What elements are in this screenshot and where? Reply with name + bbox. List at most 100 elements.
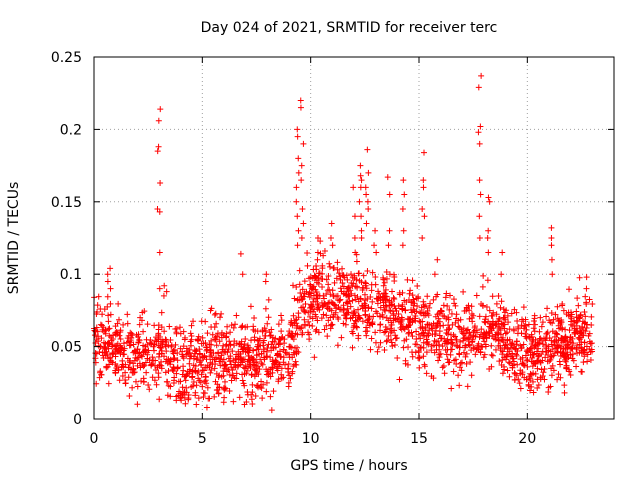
data-point <box>306 322 313 329</box>
data-point <box>254 382 261 389</box>
data-point <box>239 322 246 329</box>
data-point <box>286 354 293 361</box>
data-point <box>325 305 332 312</box>
data-point <box>554 303 561 310</box>
data-point <box>334 266 341 273</box>
data-point <box>425 341 432 348</box>
axis-ticks <box>93 56 614 420</box>
data-point <box>518 345 525 352</box>
data-point <box>442 346 449 353</box>
data-point <box>361 291 368 298</box>
data-point <box>411 300 418 307</box>
data-point <box>265 314 272 321</box>
data-point <box>369 269 376 276</box>
data-point <box>581 353 588 360</box>
data-point <box>301 308 308 315</box>
data-point <box>311 275 318 282</box>
data-point <box>112 331 119 338</box>
data-point <box>270 345 277 352</box>
data-point <box>450 296 457 303</box>
data-point <box>173 370 180 377</box>
data-point <box>334 342 341 349</box>
data-point <box>582 313 589 320</box>
data-point <box>502 356 509 363</box>
data-point <box>140 363 147 370</box>
data-point <box>251 334 258 341</box>
data-point <box>389 343 396 350</box>
data-point <box>230 324 237 331</box>
data-point <box>110 350 117 357</box>
data-point <box>431 331 438 338</box>
data-point <box>290 282 296 289</box>
data-point <box>323 312 330 319</box>
data-point <box>391 278 398 285</box>
data-point <box>285 379 292 386</box>
data-point <box>522 316 529 323</box>
data-point <box>448 331 455 338</box>
data-point <box>260 337 267 344</box>
data-point <box>108 334 115 341</box>
data-point <box>424 338 431 345</box>
data-point <box>377 339 384 346</box>
data-point <box>358 235 365 241</box>
data-point <box>425 312 432 319</box>
data-point <box>307 274 314 281</box>
data-point <box>115 300 122 307</box>
data-point <box>364 198 371 205</box>
data-point <box>419 206 426 213</box>
data-point <box>492 346 499 353</box>
data-point <box>204 330 211 337</box>
data-point <box>463 327 470 334</box>
data-point <box>220 356 227 363</box>
data-point <box>213 342 220 349</box>
data-point <box>521 374 528 381</box>
data-point <box>130 360 137 367</box>
data-point <box>565 312 572 319</box>
data-point <box>278 317 285 324</box>
data-point <box>268 326 275 333</box>
data-point <box>240 356 247 363</box>
data-point <box>215 374 222 381</box>
data-point <box>339 265 346 272</box>
data-point <box>451 333 458 340</box>
data-point <box>208 341 215 348</box>
data-point <box>157 344 164 351</box>
data-point <box>358 227 365 234</box>
data-point <box>337 276 344 283</box>
data-point <box>424 330 431 337</box>
data-point <box>208 324 215 331</box>
data-point <box>385 333 392 340</box>
data-point <box>339 272 346 279</box>
data-point <box>291 295 298 302</box>
data-point <box>583 274 590 281</box>
data-point <box>263 388 270 395</box>
data-point <box>549 346 556 353</box>
data-point <box>238 338 245 345</box>
data-point <box>288 344 295 351</box>
data-point <box>154 364 161 371</box>
y-tick-label: 0.05 <box>51 340 82 356</box>
data-point <box>206 353 213 360</box>
data-point <box>134 383 141 390</box>
data-point <box>108 358 115 365</box>
data-point <box>430 296 437 303</box>
data-point <box>441 370 448 377</box>
data-point <box>584 358 591 365</box>
data-point <box>135 331 142 338</box>
data-point <box>163 356 170 363</box>
data-point <box>433 293 440 300</box>
data-point <box>437 307 444 314</box>
data-point <box>307 301 314 308</box>
data-point <box>500 321 507 328</box>
data-point <box>189 367 196 374</box>
data-point <box>534 376 541 383</box>
data-point <box>199 334 206 341</box>
data-point <box>370 313 377 320</box>
data-point <box>162 336 169 343</box>
data-point <box>198 371 205 378</box>
data-point <box>443 290 450 297</box>
data-point <box>400 227 407 234</box>
data-point <box>512 370 519 377</box>
data-point <box>247 303 254 310</box>
data-point <box>478 72 485 79</box>
